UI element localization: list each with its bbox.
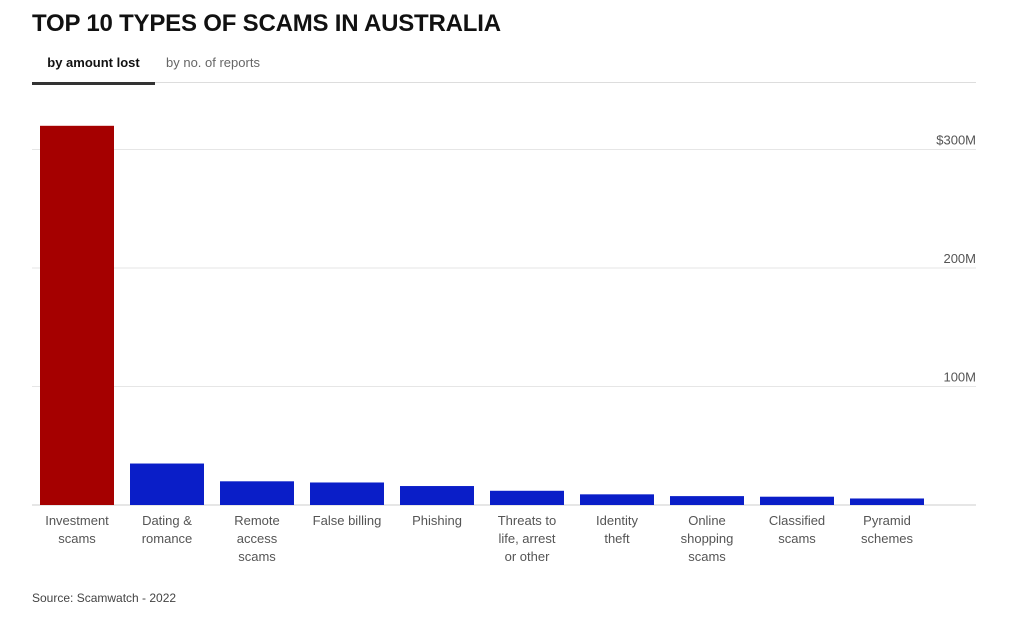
x-category-labels: Investment scams Dating & romance Remote acce… [45, 513, 913, 564]
x-category-label: Classified scams [769, 513, 825, 546]
bar-chart: 100M 200M $300M Investment scams Dating & rom… [32, 125, 976, 564]
x-category-label: Dating & romance [142, 513, 193, 546]
grid-lines [32, 149, 976, 506]
x-category-label: Phishing [412, 513, 462, 528]
y-tick-label: 200M [943, 251, 976, 266]
bar[interactable] [220, 481, 294, 505]
bar[interactable] [580, 494, 654, 505]
bar[interactable] [400, 486, 474, 505]
bar[interactable] [670, 496, 744, 505]
chart-title: TOP 10 TYPES OF SCAMS IN AUSTRALIA [32, 10, 501, 37]
bars [40, 125, 924, 506]
x-category-label: Online shopping scams [681, 513, 734, 564]
bar[interactable] [40, 125, 114, 506]
bar[interactable] [760, 496, 834, 505]
view-tabs: by amount lost by no. of reports [32, 55, 976, 85]
x-category-label: Investment scams [45, 513, 109, 546]
y-tick-label: $300M [936, 133, 976, 148]
tab-by-number-of-reports[interactable]: by no. of reports [166, 55, 260, 70]
bar[interactable] [310, 482, 384, 505]
x-category-label: Threats to life, arrest or other [498, 513, 557, 564]
x-category-label: False billing [313, 513, 382, 528]
x-category-label: Remote access scams [234, 513, 280, 564]
x-category-label: Pyramid schemes [861, 513, 914, 546]
x-category-label: Identity theft [596, 513, 638, 546]
bar[interactable] [850, 498, 924, 505]
tab-by-amount-lost[interactable]: by amount lost [32, 55, 155, 85]
y-tick-labels: 100M 200M $300M [936, 133, 976, 385]
bar[interactable] [490, 490, 564, 505]
bar[interactable] [130, 463, 204, 505]
source-note: Source: Scamwatch - 2022 [32, 591, 177, 605]
y-tick-label: 100M [943, 370, 976, 385]
